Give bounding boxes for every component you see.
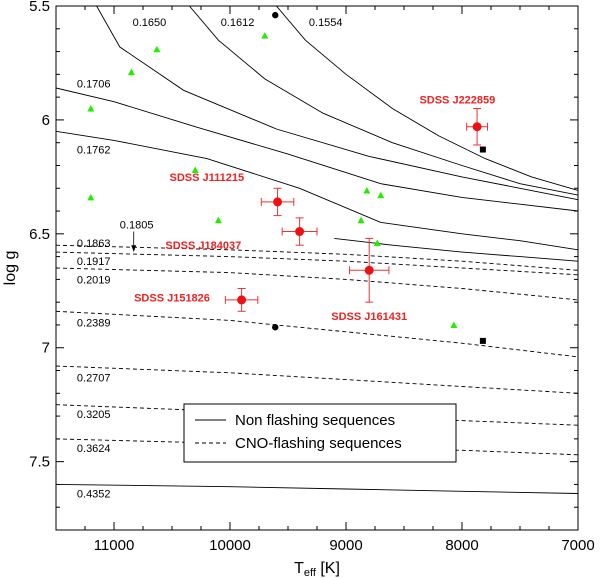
track-0.1650 <box>96 6 578 201</box>
track-marker-dot-1 <box>272 11 279 19</box>
track-label-0.1612: 0.1612 <box>221 17 255 29</box>
track-label-0.2019: 0.2019 <box>77 274 111 286</box>
track-label-arrowhead-0.1805 <box>131 245 137 253</box>
comparison-star-5 <box>191 166 199 174</box>
legend-label-dashed: CNO-flashing sequences <box>235 435 402 452</box>
track-0.1917 <box>56 251 578 276</box>
track-label-0.1917: 0.1917 <box>77 256 111 268</box>
sdss-layer: SDSS J222859 SDSS J111215 SDSS J184037 SDSS… <box>134 94 495 322</box>
track-label-0.1762: 0.1762 <box>77 145 111 157</box>
sdss-j184037-point <box>295 227 305 237</box>
comparison-star-3 <box>127 68 135 76</box>
track-0.4352 <box>56 483 578 494</box>
y-axis-title: log g <box>2 251 19 286</box>
track-0.2019 <box>56 267 578 301</box>
track-label-0.1650: 0.1650 <box>133 17 167 29</box>
track-0.2389 <box>56 310 578 358</box>
track-label-0.3624: 0.3624 <box>77 443 111 455</box>
sdss-j161431-point <box>364 265 374 275</box>
sdss-j222859-label: SDSS J222859 <box>419 94 495 106</box>
comparison-star-11 <box>373 239 381 246</box>
legend: Non flashing sequences CNO-flashing sequ… <box>183 403 457 463</box>
track-0.1863 <box>56 244 578 271</box>
track-label-0.1863: 0.1863 <box>77 238 111 250</box>
comparison-star-10 <box>357 216 365 224</box>
track-label-0.1554: 0.1554 <box>309 17 343 29</box>
legend-box <box>183 403 457 463</box>
x-axis-title-main: T <box>294 560 304 577</box>
track-0.1612 <box>189 6 578 196</box>
x-axis-title-unit: [K] <box>316 560 340 577</box>
track-marker-square-1 <box>479 146 486 153</box>
x-axis-title: Teff [K] <box>294 560 340 579</box>
track-0.2707 <box>56 365 578 394</box>
track-0.1762 <box>56 130 578 251</box>
ticks-layer: 11000 10000 9000 8000 7000 5.5 6 6.5 7 7.5 <box>29 0 595 554</box>
comparison-star-2 <box>87 193 95 201</box>
comparison-star-8 <box>363 187 371 194</box>
y-tick-label-6.5: 6.5 <box>29 226 50 243</box>
comparison-star-4 <box>153 45 161 53</box>
sdss-j111215-point <box>273 197 283 207</box>
x-tick-label-9000: 9000 <box>329 537 362 554</box>
points-layer <box>87 11 486 344</box>
y-tick-label-6: 6 <box>42 112 50 129</box>
track-label-0.3205: 0.3205 <box>77 409 111 421</box>
x-tick-label-11000: 11000 <box>94 537 135 554</box>
x-tick-label-7000: 7000 <box>561 537 594 554</box>
track-label-0.1706: 0.1706 <box>77 79 111 91</box>
sdss-j151826-label: SDSS J151826 <box>134 293 210 305</box>
comparison-star-12 <box>450 321 458 328</box>
y-tick-label-7.5: 7.5 <box>29 454 50 471</box>
sdss-j161431-label: SDSS J161431 <box>331 311 407 323</box>
track-0.1805 <box>334 237 578 262</box>
track-label-0.4352: 0.4352 <box>77 489 111 501</box>
legend-label-solid: Non flashing sequences <box>235 412 395 429</box>
sdss-j222859-point <box>472 122 482 132</box>
comparison-star-1 <box>87 105 95 112</box>
x-axis-title-sub: eff <box>304 567 317 579</box>
y-tick-label-7: 7 <box>42 340 50 357</box>
x-tick-label-10000: 10000 <box>209 537 251 554</box>
track-label-0.2707: 0.2707 <box>77 372 111 384</box>
track-0.1554 <box>276 6 578 191</box>
sdss-j151826-point <box>237 295 247 305</box>
comparison-star-9 <box>377 191 385 199</box>
sdss-j111215-label: SDSS J111215 <box>169 172 244 184</box>
sdss-j184037-label: SDSS J184037 <box>165 240 241 252</box>
track-marker-dot-2 <box>272 324 279 331</box>
comparison-star-6 <box>214 216 222 224</box>
track-labels-layer: 0.1650 0.1612 0.1554 0.1706 0.1762 0.1805 0.18… <box>77 17 343 501</box>
track-label-0.1805: 0.1805 <box>120 220 154 232</box>
track-0.1706 <box>56 87 578 212</box>
y-tick-label-5.5: 5.5 <box>29 0 50 15</box>
comparison-star-7 <box>261 32 269 39</box>
x-tick-label-8000: 8000 <box>445 537 478 554</box>
track-marker-square-2 <box>479 337 486 344</box>
track-label-0.2389: 0.2389 <box>77 318 111 330</box>
